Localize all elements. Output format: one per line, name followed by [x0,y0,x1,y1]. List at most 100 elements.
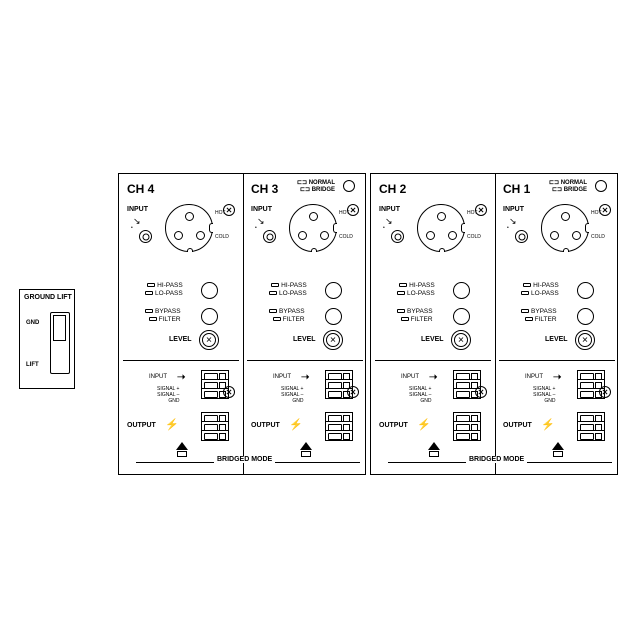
output-terminal-block[interactable] [325,412,353,441]
xlr-hot-label: HOT [467,210,478,216]
terminal-pin [454,413,480,422]
aux-input-jack[interactable] [515,230,528,243]
bridged-mode-label: BRIDGED MODE [466,456,527,463]
hipass-lopass-button[interactable] [577,282,594,299]
input-terminal-label: INPUT [273,374,291,381]
output-terminal-block[interactable] [577,412,605,441]
terminal-pin [202,380,228,389]
ground-lift-panel: GROUND LIFT GND LIFT [19,289,75,389]
input-terminal-block[interactable] [201,370,229,399]
xlr-latch [585,223,589,233]
hipass-lopass-label: HI-PASSLO-PASS [269,282,307,298]
input-label: INPUT [503,206,524,213]
output-terminal-block[interactable] [453,412,481,441]
channel-panel: CH 3 ⊏⊐ NORMAL⊏⊐ BRIDGE INPUT ↘ • HOT CO… [243,174,367,474]
hazard-bolt-icon: ⚡ [417,418,431,431]
mode-switch[interactable] [595,180,607,192]
mode-switch[interactable] [343,180,355,192]
terminal-pin [578,389,604,398]
output-label: OUTPUT [503,422,532,429]
mode-switch-label: ⊏⊐ NORMAL⊏⊐ BRIDGE [549,180,587,194]
ground-lift-switch[interactable] [50,312,70,374]
hazard-bolt-icon: ⚡ [289,418,303,431]
level-knob[interactable] [199,330,219,350]
xlr-pin-1 [561,212,570,221]
ground-lift-gnd-label: GND [26,320,39,326]
terminal-pin [578,371,604,380]
channel-title: CH 3 [251,182,278,196]
hipass-lopass-button[interactable] [453,282,470,299]
hazard-bolt-icon: ⚡ [165,418,179,431]
input-arrow-icon: ↘ [257,216,265,227]
hipass-lopass-button[interactable] [201,282,218,299]
terminal-pin [454,422,480,431]
aux-input-jack[interactable] [391,230,404,243]
terminal-pin-labels: SIGNAL +SIGNAL –GND [409,386,431,404]
terminal-pin [326,371,352,380]
output-label: OUTPUT [251,422,280,429]
xlr-pin-3 [320,231,329,240]
bridged-mode-label: BRIDGED MODE [214,456,275,463]
hipass-lopass-label: HI-PASSLO-PASS [397,282,435,298]
xlr-input-jack[interactable] [541,204,589,252]
level-label: LEVEL [421,336,444,343]
level-label: LEVEL [545,336,568,343]
ground-lift-lift-label: LIFT [26,362,39,368]
xlr-input-jack[interactable] [289,204,337,252]
aux-input-jack[interactable] [263,230,276,243]
xlr-input-jack[interactable] [417,204,465,252]
aux-input-jack[interactable] [139,230,152,243]
level-knob[interactable] [323,330,343,350]
input-arrow-icon: ↘ [509,216,517,227]
input-label: INPUT [251,206,272,213]
level-label: LEVEL [293,336,316,343]
bypass-filter-button[interactable] [201,308,218,325]
section-divider [375,360,491,361]
channel-separator [495,174,496,474]
channel-title: CH 4 [127,182,154,196]
diagram-stage: GROUND LIFT GND LIFT CH 4 INPUT ↘ • HOT … [0,0,640,640]
input-terminal-arrow-icon: ➝ [429,372,437,383]
aux-tip-label: • [383,226,385,231]
xlr-latch [333,223,337,233]
terminal-pin [454,380,480,389]
bypass-filter-label: BYPASSFILTER [521,308,557,324]
xlr-pin-1 [185,212,194,221]
xlr-notch [563,248,569,252]
bypass-filter-button[interactable] [577,308,594,325]
xlr-latch [209,223,213,233]
input-terminal-label: INPUT [401,374,419,381]
xlr-pin-3 [572,231,581,240]
xlr-pin-1 [437,212,446,221]
xlr-input-jack[interactable] [165,204,213,252]
ground-lift-title: GROUND LIFT [24,294,72,301]
level-label: LEVEL [169,336,192,343]
xlr-pin-3 [196,231,205,240]
bypass-filter-button[interactable] [453,308,470,325]
aux-tip-label: • [131,226,133,231]
section-divider [499,360,615,361]
input-arrow-icon: ↘ [133,216,141,227]
channel-pair-panel: CH 4 INPUT ↘ • HOT COLD HI-PASSLO-PASS B… [118,173,366,475]
input-terminal-label: INPUT [149,374,167,381]
speaker-icon [175,442,189,457]
speaker-icon [551,442,565,457]
channel-pair-panel: CH 2 INPUT ↘ • HOT COLD HI-PASSLO-PASS B… [370,173,618,475]
level-knob[interactable] [575,330,595,350]
mode-switch-label: ⊏⊐ NORMAL⊏⊐ BRIDGE [297,180,335,194]
xlr-notch [439,248,445,252]
section-divider [247,360,363,361]
bypass-filter-button[interactable] [325,308,342,325]
input-terminal-block[interactable] [577,370,605,399]
channel-title: CH 2 [379,182,406,196]
level-knob[interactable] [451,330,471,350]
hipass-lopass-button[interactable] [325,282,342,299]
terminal-pin [454,371,480,380]
xlr-notch [187,248,193,252]
output-terminal-block[interactable] [201,412,229,441]
input-terminal-block[interactable] [453,370,481,399]
input-terminal-block[interactable] [325,370,353,399]
terminal-pin [326,413,352,422]
xlr-pin-2 [174,231,183,240]
input-terminal-arrow-icon: ➝ [553,372,561,383]
